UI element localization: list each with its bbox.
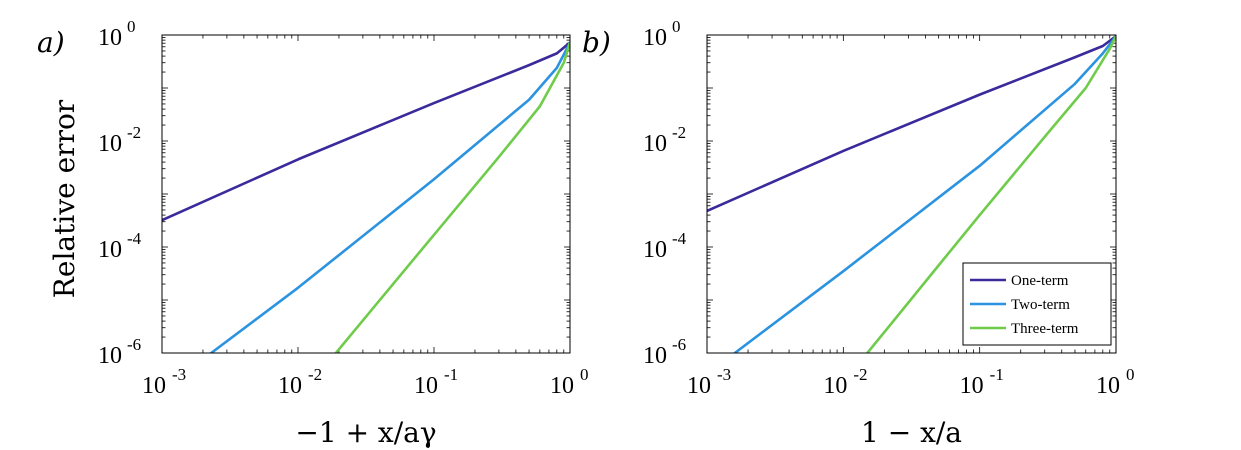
legend-item: One-term [970, 273, 1069, 289]
svg-text:10: 10 [643, 25, 667, 51]
y-tick-label: 10 -6 [98, 335, 141, 369]
x-tick-label: 10 0 [1096, 365, 1135, 399]
legend-item: Two-term [970, 297, 1070, 313]
x-axis-label: −1 + x/aγ [295, 416, 436, 449]
svg-text:10: 10 [687, 373, 711, 399]
svg-text:Three-term: Three-term [1011, 321, 1079, 337]
svg-text:-1: -1 [444, 365, 458, 384]
series-line-two-term [209, 41, 570, 353]
svg-text:10: 10 [414, 373, 438, 399]
svg-text:0: 0 [1126, 365, 1135, 384]
svg-text:-2: -2 [127, 123, 141, 142]
svg-text:10: 10 [643, 131, 667, 157]
svg-text:10: 10 [278, 373, 302, 399]
axes-box [161, 34, 571, 354]
svg-text:10: 10 [643, 343, 667, 369]
series-line-two-term [733, 35, 1116, 353]
svg-text:0: 0 [127, 17, 136, 36]
series-line-three-term [866, 35, 1116, 353]
x-tick-label: 10 -2 [823, 365, 867, 399]
svg-text:0: 0 [580, 365, 589, 384]
svg-text:10: 10 [1096, 373, 1120, 399]
panel-label: a) [37, 26, 65, 59]
panel-b: 10 -3 10 -2 10 -1 10 010 -610 -410 -210 01 − x/ab)O… [582, 17, 1135, 449]
svg-text:-4: -4 [127, 229, 142, 248]
svg-text:-6: -6 [127, 335, 141, 354]
y-tick-label: 10 0 [643, 17, 681, 51]
x-tick-label: 10 -1 [414, 365, 458, 399]
svg-text:10: 10 [823, 373, 847, 399]
x-tick-label: 10 -3 [142, 365, 186, 399]
x-tick-label: 10 -3 [687, 365, 731, 399]
svg-text:10: 10 [643, 237, 667, 263]
x-tick-label: 10 0 [550, 365, 589, 399]
svg-text:-6: -6 [672, 335, 686, 354]
x-tick-label: 10 -1 [960, 365, 1004, 399]
svg-text:-4: -4 [672, 229, 687, 248]
svg-text:-2: -2 [308, 365, 322, 384]
svg-text:-2: -2 [853, 365, 867, 384]
y-tick-label: 10 -2 [643, 123, 686, 157]
axis-ticks [161, 35, 570, 354]
y-tick-label: 10 0 [98, 17, 136, 51]
svg-text:-2: -2 [672, 123, 686, 142]
svg-text:10: 10 [550, 373, 574, 399]
y-tick-label: 10 -4 [98, 229, 142, 263]
svg-text:-3: -3 [717, 365, 731, 384]
panel-a: 10 -3 10 -2 10 -1 10 010 -610 -410 -210 0−1 + x/aγR… [37, 17, 589, 449]
y-tick-label: 10 -2 [98, 123, 141, 157]
panel-label: b) [582, 26, 611, 59]
series-line-one-term [162, 41, 570, 222]
svg-text:Two-term: Two-term [1011, 297, 1070, 313]
y-axis-label: Relative error [48, 99, 81, 298]
series-line-three-term [334, 41, 570, 353]
svg-text:10: 10 [960, 373, 984, 399]
y-tick-label: 10 -6 [643, 335, 686, 369]
svg-text:10: 10 [98, 25, 122, 51]
series-line-one-term [707, 35, 1116, 213]
axes-box [706, 34, 1117, 354]
svg-text:-3: -3 [172, 365, 186, 384]
svg-text:10: 10 [98, 131, 122, 157]
svg-text:10: 10 [98, 343, 122, 369]
legend-item: Three-term [970, 321, 1079, 337]
svg-text:0: 0 [672, 17, 681, 36]
x-tick-label: 10 -2 [278, 365, 322, 399]
y-tick-label: 10 -4 [643, 229, 687, 263]
axis-ticks [706, 35, 1116, 354]
x-axis-label: 1 − x/a [861, 416, 962, 449]
svg-text:One-term: One-term [1011, 273, 1069, 289]
legend: One-term Two-term Three-term [962, 262, 1112, 346]
svg-text:-1: -1 [990, 365, 1004, 384]
svg-text:10: 10 [142, 373, 166, 399]
svg-text:10: 10 [98, 237, 122, 263]
